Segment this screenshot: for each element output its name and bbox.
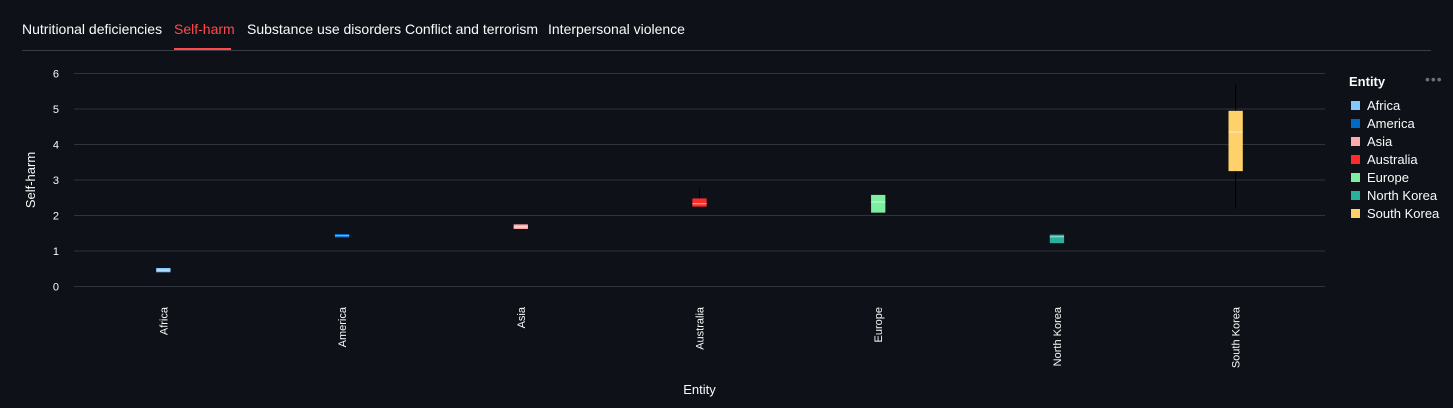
legend-swatch	[1351, 100, 1360, 110]
legend-swatch	[1351, 190, 1360, 200]
tab-self-harm[interactable]: Self-harm	[174, 21, 235, 37]
legend-item-south-korea[interactable]: South Korea	[1351, 204, 1439, 222]
x-tick-label: America	[337, 306, 349, 347]
x-tick-label: Australia	[695, 306, 707, 350]
legend-label: Australia	[1367, 151, 1418, 167]
chart: 0 1 2 3 4 5 6 Self-harm Entity Africa America Asia A…	[23, 69, 1325, 397]
legend-item-australia[interactable]: Australia	[1351, 150, 1439, 168]
x-tick-label: North Korea	[1052, 306, 1064, 366]
y-tick-label: 4	[53, 140, 59, 152]
x-tick-label: Asia	[516, 306, 528, 328]
legend-title: Entity	[1349, 74, 1386, 89]
legend-label: Asia	[1367, 133, 1393, 149]
y-tick-label: 0	[53, 281, 59, 293]
x-tick-label: Europe	[873, 307, 885, 342]
tab-interpersonal-violence[interactable]: Interpersonal violence	[548, 21, 685, 37]
box-north-korea	[1049, 234, 1065, 244]
y-tick-label: 2	[53, 210, 59, 222]
x-tick-label: Africa	[158, 306, 170, 335]
y-tick-label: 6	[53, 69, 59, 81]
legend-label: America	[1367, 115, 1415, 131]
tab-substance-use-disorders[interactable]: Substance use disorders	[247, 21, 402, 37]
x-axis-label: Entity	[683, 382, 716, 397]
legend-label: Europe	[1367, 169, 1409, 185]
box-australia	[692, 198, 707, 207]
legend-item-north-korea[interactable]: North Korea	[1351, 186, 1439, 204]
more-horizontal-icon[interactable]: •••	[1425, 71, 1443, 87]
legend-swatch	[1351, 118, 1360, 128]
box-south-korea	[1228, 110, 1243, 172]
x-tick-label: South Korea	[1231, 306, 1243, 368]
legend-swatch	[1351, 136, 1360, 146]
legend-swatch	[1351, 154, 1360, 164]
legend-item-africa[interactable]: Africa	[1351, 96, 1439, 114]
legend: Entity Africa America Asia Australia Europe N…	[1339, 74, 1439, 222]
active-tab-indicator	[174, 48, 231, 50]
tab-bar: Nutritional deficiencies Self-harm Subst…	[22, 0, 1431, 51]
y-axis-label: Self-harm	[23, 152, 38, 208]
y-tick-label: 1	[53, 246, 59, 258]
legend-item-america[interactable]: America	[1351, 114, 1439, 132]
y-tick-label: 5	[53, 104, 59, 116]
legend-label: South Korea	[1367, 205, 1440, 221]
legend-label: North Korea	[1367, 187, 1438, 203]
legend-item-asia[interactable]: Asia	[1351, 132, 1439, 150]
tab-conflict-and-terrorism[interactable]: Conflict and terrorism	[405, 21, 539, 37]
legend-swatch	[1351, 172, 1360, 182]
legend-label: Africa	[1367, 97, 1401, 113]
legend-item-europe[interactable]: Europe	[1351, 168, 1439, 186]
legend-swatch	[1351, 208, 1360, 218]
y-tick-label: 3	[53, 175, 59, 187]
tab-nutritional-deficiencies[interactable]: Nutritional deficiencies	[22, 21, 163, 37]
box-europe	[871, 194, 886, 213]
